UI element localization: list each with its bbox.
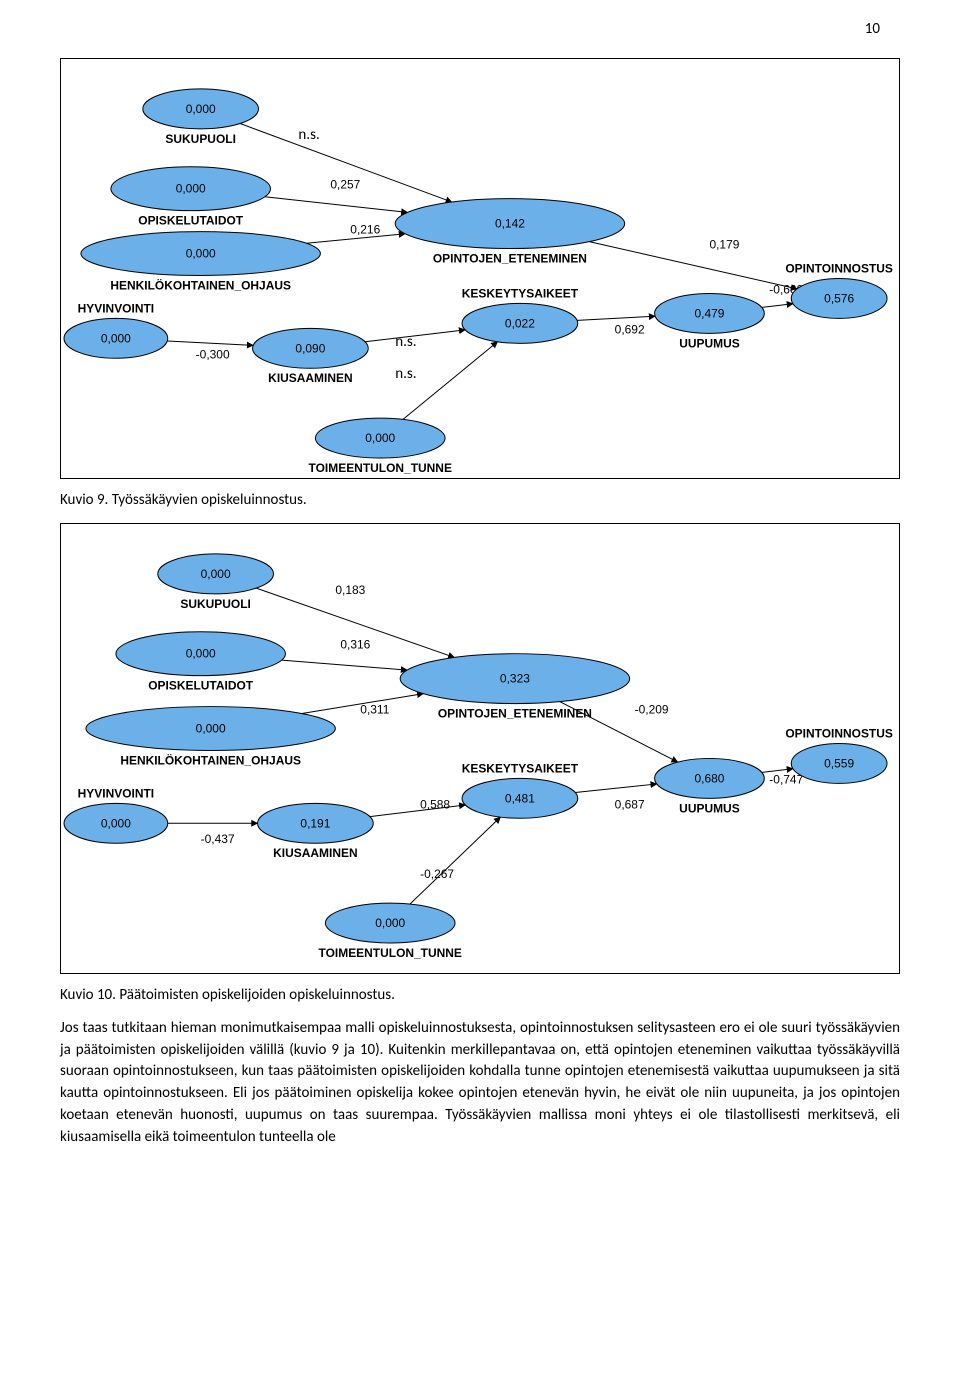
edge-label-toimeentulo-keskeytys: -0,267 — [420, 867, 454, 881]
node-value-kiusaaminen: 0,090 — [295, 341, 325, 355]
node-value-henk_ohjaus: 0,000 — [186, 247, 216, 261]
node-label-uupumus: UUPUMUS — [679, 336, 740, 350]
node-label-sukupuoli: SUKUPUOLI — [165, 132, 236, 146]
node-label-hyvinvointi: HYVINVOINTI — [78, 301, 154, 315]
edge-label-opintojen_et-uupumus: -0,209 — [635, 703, 669, 717]
node-label-keskeytys: KESKEYTYSAIKEET — [462, 286, 579, 300]
edge-label-opintojen_et-opintoinnostus: 0,179 — [709, 238, 739, 252]
node-label-toimeentulo: TOIMEENTULON_TUNNE — [309, 461, 452, 475]
edge-label-opiskelutaidot-opintojen_et: 0,316 — [340, 638, 370, 652]
body-paragraph: Jos taas tutkitaan hieman monimutkaisemp… — [60, 1018, 900, 1149]
node-label-opintojen_et: OPINTOJEN_ETENEMINEN — [433, 252, 587, 266]
page-number: 10 — [0, 0, 960, 48]
node-label-opiskelutaidot: OPISKELUTAIDOT — [138, 214, 244, 228]
edge-toimeentulo-keskeytys — [403, 342, 498, 420]
node-value-opintoinnostus: 0,559 — [824, 756, 854, 770]
node-label-hyvinvointi: HYVINVOINTI — [78, 786, 154, 800]
node-value-opintojen_et: 0,323 — [500, 672, 530, 686]
node-value-sukupuoli: 0,000 — [186, 102, 216, 116]
node-value-hyvinvointi: 0,000 — [101, 331, 131, 345]
edge-label-opiskelutaidot-opintojen_et: 0,257 — [330, 178, 360, 192]
node-value-toimeentulo: 0,000 — [375, 916, 405, 930]
node-label-kiusaaminen: KIUSAAMINEN — [268, 371, 352, 385]
node-label-toimeentulo: TOIMEENTULON_TUNNE — [319, 946, 462, 960]
caption-2: Kuvio 10. Päätoimisten opiskelijoiden op… — [60, 986, 900, 1004]
edge-hyvinvointi-kiusaaminen — [167, 341, 253, 345]
diagram-1-svg: 0,2570,216-0,3000,1790,692-0,6690,000SUK… — [61, 59, 899, 478]
node-value-henk_ohjaus: 0,000 — [196, 721, 226, 735]
edge-label-keskeytys-uupumus: 0,687 — [615, 797, 645, 811]
edge-opiskelutaidot-opintojen_et — [265, 197, 408, 213]
edge-label-henk_ohjaus-opintojen_et: 0,216 — [350, 223, 380, 237]
node-label-sukupuoli: SUKUPUOLI — [180, 597, 251, 611]
diagram-2-box: 0,183 0,316 0,311 -0,437 0,588 -0,267 -0,209 0,… — [60, 523, 900, 974]
node-value-toimeentulo: 0,000 — [365, 431, 395, 445]
node-value-opintoinnostus: 0,576 — [824, 291, 854, 305]
edge-label-henk_ohjaus-opintojen_et: 0,311 — [360, 703, 389, 717]
node-value-sukupuoli: 0,000 — [201, 567, 231, 581]
node-value-opintojen_et: 0,142 — [495, 217, 525, 231]
edge-label-hyvinvointi-kiusaaminen: -0,437 — [201, 832, 235, 846]
edge-label-keskeytys-uupumus: 0,692 — [615, 322, 645, 336]
node-label-opiskelutaidot: OPISKELUTAIDOT — [148, 679, 254, 693]
node-value-keskeytys: 0,022 — [505, 316, 535, 330]
edge-keskeytys-uupumus — [575, 784, 657, 793]
edge-keskeytys-uupumus — [577, 316, 655, 320]
node-label-henk_ohjaus: HENKILÖKOHTAINEN_OHJAUS — [120, 752, 301, 767]
edge-label-sukupuoli-opintojen_et: 0,183 — [335, 583, 365, 597]
edge-label-kiusaaminen-keskeytys: 0,588 — [420, 797, 450, 811]
edge-opiskelutaidot-opintojen_et — [282, 660, 407, 670]
edge-label-hyvinvointi-kiusaaminen: -0,300 — [196, 347, 230, 361]
ns-label-1: n.s. — [395, 333, 416, 351]
edge-kiusaaminen-keskeytys — [370, 805, 465, 817]
node-value-keskeytys: 0,481 — [505, 791, 535, 805]
diagram-2-svg: 0,183 0,316 0,311 -0,437 0,588 -0,267 -0,209 0,… — [61, 524, 899, 973]
edge-uupumus-opintoinnostus — [762, 304, 793, 308]
node-value-uupumus: 0,479 — [694, 306, 724, 320]
node-value-hyvinvointi: 0,000 — [101, 816, 131, 830]
caption-1: Kuvio 9. Työssäkäyvien opiskeluinnostus. — [60, 491, 900, 509]
diagram-1-box: 0,2570,216-0,3000,1790,692-0,6690,000SUK… — [60, 58, 900, 479]
node-value-kiusaaminen: 0,191 — [300, 816, 330, 830]
node-label-uupumus: UUPUMUS — [679, 801, 740, 815]
node-label-opintoinnostus: OPINTOINNOSTUS — [785, 726, 893, 740]
node-value-uupumus: 0,680 — [694, 771, 724, 785]
node-label-kiusaaminen: KIUSAAMINEN — [273, 846, 357, 860]
node-label-keskeytys: KESKEYTYSAIKEET — [462, 761, 579, 775]
ns-label-2: n.s. — [395, 365, 416, 383]
ns-label-0: n.s. — [298, 126, 319, 144]
node-label-opintoinnostus: OPINTOINNOSTUS — [785, 261, 893, 275]
node-label-opintojen_et: OPINTOJEN_ETENEMINEN — [438, 707, 592, 721]
edge-opintojen_et-opintoinnostus — [589, 242, 797, 289]
node-label-henk_ohjaus: HENKILÖKOHTAINEN_OHJAUS — [110, 277, 291, 292]
edge-toimeentulo-keskeytys — [410, 817, 500, 904]
node-value-opiskelutaidot: 0,000 — [186, 647, 216, 661]
node-value-opiskelutaidot: 0,000 — [176, 182, 206, 196]
